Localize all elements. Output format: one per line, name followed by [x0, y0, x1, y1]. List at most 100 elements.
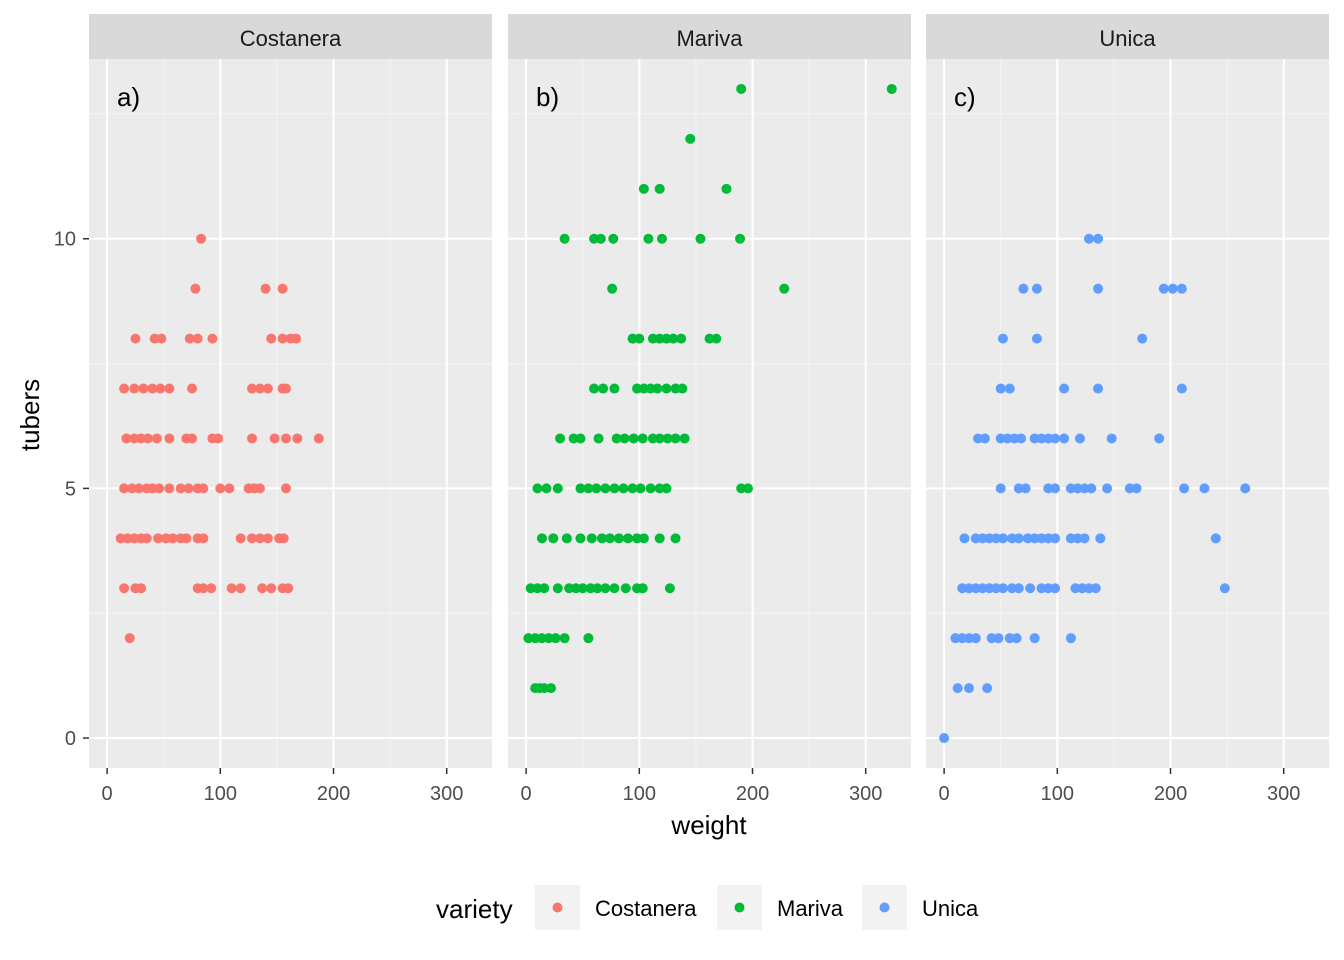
x-tick-label: 100 [204, 783, 237, 805]
x-tick-label: 300 [1267, 783, 1300, 805]
plot-background [926, 59, 1329, 768]
data-point [964, 683, 975, 694]
data-point [627, 483, 638, 494]
data-point [277, 333, 288, 344]
data-point [1016, 433, 1027, 444]
data-point [552, 483, 563, 494]
data-point [130, 333, 141, 344]
data-point [175, 483, 186, 494]
data-point [548, 533, 559, 544]
data-point [1018, 283, 1029, 294]
data-point [207, 333, 218, 344]
data-point [677, 383, 688, 394]
data-point [1079, 533, 1090, 544]
data-point [257, 583, 268, 594]
data-point [654, 183, 665, 194]
data-point [184, 333, 195, 344]
data-point [654, 533, 665, 544]
data-point [1029, 633, 1040, 644]
data-point [970, 633, 981, 644]
data-point [721, 183, 732, 194]
data-point [593, 433, 604, 444]
data-point [164, 483, 175, 494]
data-point [620, 583, 631, 594]
data-point [608, 233, 619, 244]
data-point [154, 483, 165, 494]
data-point [215, 483, 226, 494]
data-point [1050, 433, 1061, 444]
data-point [664, 583, 675, 594]
data-point [1167, 283, 1178, 294]
data-point [559, 233, 570, 244]
data-point [1031, 333, 1042, 344]
data-point [1074, 433, 1085, 444]
data-point [638, 533, 649, 544]
data-point [656, 233, 667, 244]
data-point [613, 533, 624, 544]
data-point [600, 583, 611, 594]
legend-swatch [734, 902, 745, 913]
data-point [1210, 533, 1221, 544]
data-point [662, 433, 673, 444]
data-point [254, 483, 265, 494]
data-point [1093, 233, 1104, 244]
data-point [1025, 583, 1036, 594]
x-axes: 0 100 200 300 0 100 200 300 0 100 200 300 [102, 768, 1300, 805]
x-tick-label: 0 [939, 783, 950, 805]
data-point [291, 333, 302, 344]
data-point [997, 333, 1008, 344]
data-point [206, 583, 217, 594]
y-tick-label: 10 [54, 229, 76, 251]
y-axis: 0 5 10 [54, 229, 89, 750]
data-point [1176, 383, 1187, 394]
data-point [226, 583, 237, 594]
strip-background [508, 14, 911, 59]
data-point [129, 383, 140, 394]
data-point [982, 683, 993, 694]
y-tick-label: 0 [65, 728, 76, 750]
data-point [1050, 483, 1061, 494]
data-point [183, 483, 194, 494]
data-point [1179, 483, 1190, 494]
data-point [575, 533, 586, 544]
data-point [277, 283, 288, 294]
data-point [997, 533, 1008, 544]
data-point [552, 583, 563, 594]
data-point [561, 533, 572, 544]
data-point [1102, 483, 1113, 494]
data-point [280, 483, 291, 494]
strip-background [89, 14, 492, 59]
data-point [1059, 383, 1070, 394]
data-point [596, 533, 607, 544]
strip-label: Costanera [240, 26, 342, 51]
legend-label: Unica [922, 896, 979, 921]
data-point [283, 583, 294, 594]
data-point [577, 583, 588, 594]
data-point [1095, 533, 1106, 544]
data-point [192, 333, 203, 344]
data-point [1065, 633, 1076, 644]
facet-panel-unica: Unica c) [926, 14, 1329, 768]
data-point [637, 583, 648, 594]
data-point [1050, 583, 1061, 594]
x-tick-label: 100 [1041, 783, 1074, 805]
data-point [167, 533, 178, 544]
data-point [124, 633, 135, 644]
data-point [1031, 283, 1042, 294]
data-point [609, 483, 620, 494]
data-point [536, 533, 547, 544]
data-point [886, 83, 897, 94]
data-point [611, 433, 622, 444]
plot-background [89, 59, 492, 768]
data-point [1059, 433, 1070, 444]
data-point [247, 533, 258, 544]
data-point [224, 483, 235, 494]
data-point [952, 683, 963, 694]
data-point [532, 483, 543, 494]
data-point [254, 533, 265, 544]
data-point [546, 683, 557, 694]
data-point [247, 433, 258, 444]
data-point [1131, 483, 1142, 494]
data-point [1154, 433, 1165, 444]
